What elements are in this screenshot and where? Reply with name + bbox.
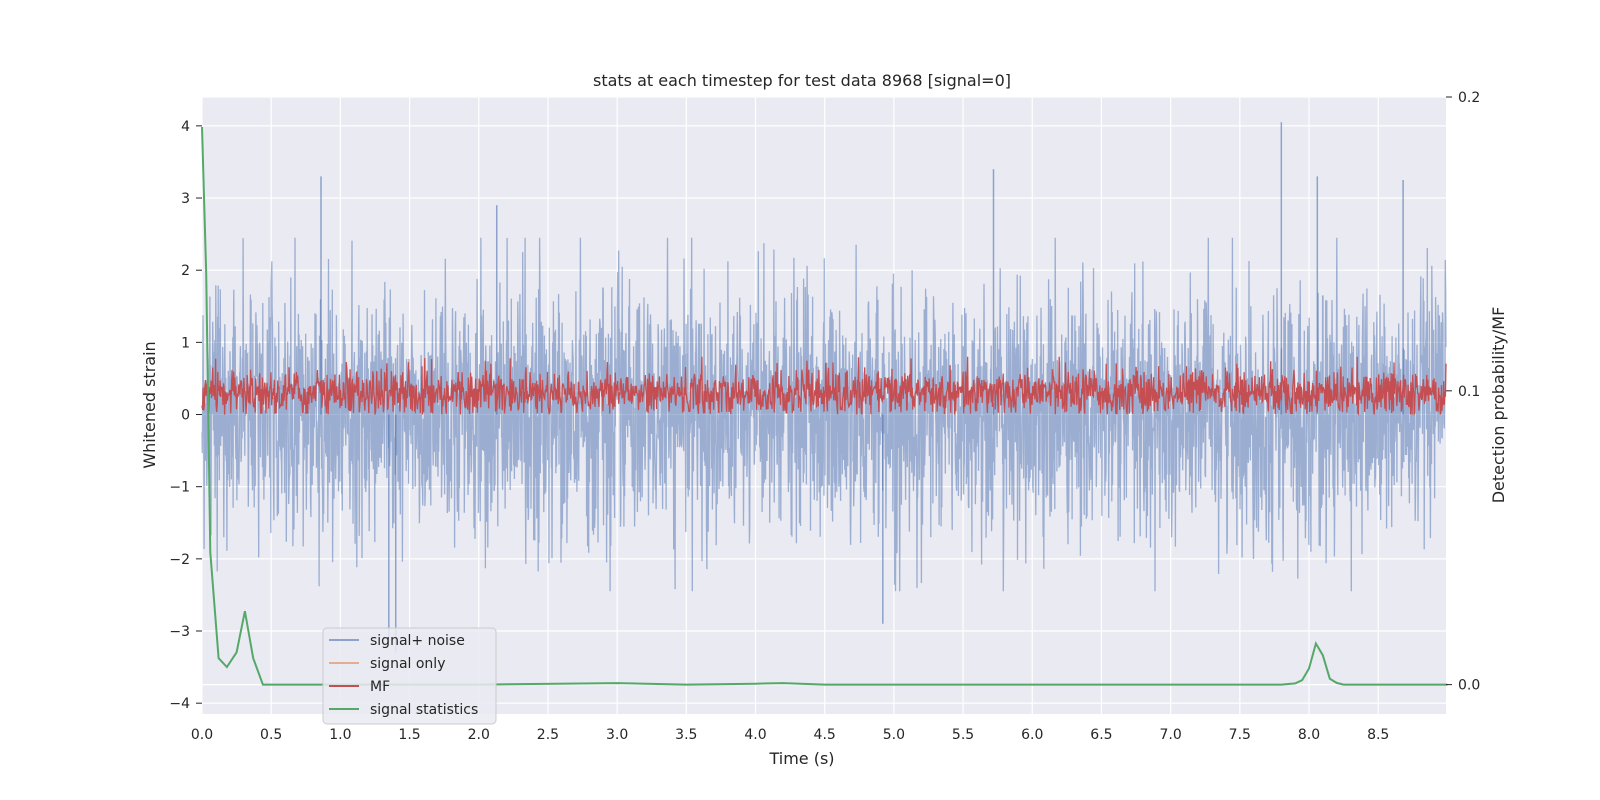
legend-box bbox=[322, 627, 497, 725]
y2-tick-label: 0.1 bbox=[1458, 384, 1480, 400]
y-tick-label: −3 bbox=[169, 624, 190, 640]
y2-axis-label: Detection probability/MF bbox=[1489, 307, 1508, 504]
legend: signal+ noise signal only MF signal statist… bbox=[322, 627, 497, 725]
y-axis-label: Whitened strain bbox=[140, 341, 159, 468]
y-tick-label: 0 bbox=[181, 408, 190, 424]
y-tick-label: −2 bbox=[169, 552, 190, 568]
y-tick-label: 4 bbox=[181, 119, 190, 135]
y-tick-label: −4 bbox=[169, 696, 190, 712]
x-tick-label: 6.5 bbox=[1090, 727, 1112, 743]
series-signal-statistics bbox=[201, 126, 1448, 686]
x-tick-label: 2.5 bbox=[537, 727, 559, 743]
x-tick-label: 1.5 bbox=[398, 727, 420, 743]
x-tick-label: 6.0 bbox=[1021, 727, 1043, 743]
x-tick-label: 5.0 bbox=[883, 727, 905, 743]
x-tick-label: 1.0 bbox=[329, 727, 351, 743]
legend-label: signal only bbox=[370, 656, 445, 672]
y-tick-label: −1 bbox=[169, 480, 190, 496]
signal-statistics-line bbox=[201, 126, 1448, 686]
x-tick-label: 3.5 bbox=[675, 727, 697, 743]
x-tick-label: 0.5 bbox=[260, 727, 282, 743]
y-tick-label: 2 bbox=[181, 263, 190, 279]
y2-axis-ticks: 0.2 0.1 0.0 bbox=[1446, 90, 1480, 694]
y2-tick-label: 0.2 bbox=[1458, 90, 1480, 106]
legend-label: signal statistics bbox=[370, 702, 478, 718]
x-tick-label: 8.5 bbox=[1367, 727, 1389, 743]
x-tick-label: 5.5 bbox=[952, 727, 974, 743]
series-mf bbox=[201, 356, 1447, 416]
y-axis-ticks: 4 3 2 1 0 −1 −2 −3 −4 bbox=[169, 119, 202, 712]
x-tick-label: 0.0 bbox=[191, 727, 213, 743]
x-tick-label: 7.0 bbox=[1159, 727, 1181, 743]
legend-label: MF bbox=[370, 679, 390, 695]
y2-tick-label: 0.0 bbox=[1458, 678, 1480, 694]
x-axis-ticks: 0.0 0.5 1.0 1.5 2.0 2.5 3.0 3.5 4.0 4.5 5.0 5.5 6.0 6… bbox=[191, 727, 1389, 743]
x-axis-label: Time (s) bbox=[768, 749, 834, 768]
mf-line bbox=[201, 356, 1447, 416]
legend-label: signal+ noise bbox=[370, 633, 465, 649]
x-tick-label: 4.5 bbox=[814, 727, 836, 743]
x-tick-label: 2.0 bbox=[468, 727, 490, 743]
x-tick-label: 8.0 bbox=[1298, 727, 1320, 743]
x-tick-label: 7.5 bbox=[1229, 727, 1251, 743]
y-tick-label: 1 bbox=[181, 335, 190, 351]
y-tick-label: 3 bbox=[181, 191, 190, 207]
x-tick-label: 3.0 bbox=[606, 727, 628, 743]
x-tick-label: 4.0 bbox=[744, 727, 766, 743]
chart-title: stats at each timestep for test data 896… bbox=[593, 71, 1011, 90]
